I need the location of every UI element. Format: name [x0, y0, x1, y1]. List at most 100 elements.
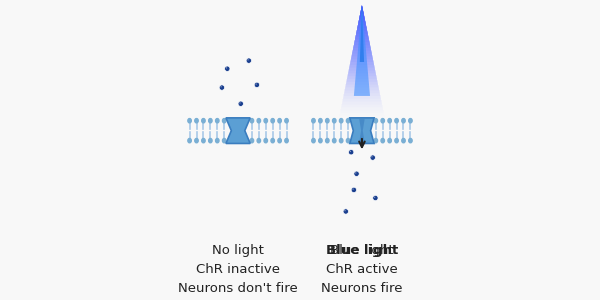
Polygon shape [349, 5, 375, 70]
Ellipse shape [352, 188, 354, 190]
Polygon shape [354, 5, 370, 45]
Ellipse shape [229, 118, 233, 123]
Ellipse shape [285, 118, 288, 123]
Ellipse shape [381, 118, 385, 123]
Polygon shape [355, 5, 369, 39]
Polygon shape [343, 5, 381, 99]
Ellipse shape [312, 118, 315, 123]
Ellipse shape [395, 118, 398, 123]
Ellipse shape [354, 171, 359, 176]
Ellipse shape [332, 139, 336, 143]
Ellipse shape [285, 139, 288, 143]
Ellipse shape [371, 156, 373, 158]
Ellipse shape [209, 139, 212, 143]
Ellipse shape [219, 85, 224, 90]
Ellipse shape [215, 139, 219, 143]
Ellipse shape [340, 139, 343, 143]
Ellipse shape [402, 139, 405, 143]
Polygon shape [353, 5, 371, 48]
Ellipse shape [264, 118, 268, 123]
Ellipse shape [388, 118, 391, 123]
Polygon shape [358, 5, 367, 28]
Polygon shape [341, 5, 383, 107]
Ellipse shape [220, 86, 222, 87]
Ellipse shape [195, 139, 198, 143]
Ellipse shape [278, 118, 281, 123]
Ellipse shape [250, 139, 254, 143]
Ellipse shape [243, 139, 247, 143]
Text: No light
ChR inactive
Neurons don't fire: No light ChR inactive Neurons don't fire [178, 244, 298, 295]
Polygon shape [343, 5, 382, 102]
Polygon shape [356, 5, 368, 37]
Ellipse shape [388, 139, 391, 143]
Ellipse shape [374, 118, 377, 123]
Polygon shape [347, 5, 377, 79]
Polygon shape [352, 5, 372, 56]
Polygon shape [360, 5, 364, 62]
Polygon shape [357, 5, 367, 31]
Polygon shape [350, 5, 373, 62]
Ellipse shape [409, 139, 412, 143]
Ellipse shape [367, 139, 371, 143]
Polygon shape [359, 5, 365, 20]
Ellipse shape [223, 118, 226, 123]
Polygon shape [359, 5, 364, 17]
Ellipse shape [226, 67, 227, 69]
Polygon shape [361, 5, 363, 11]
Polygon shape [359, 119, 365, 142]
Ellipse shape [271, 118, 274, 123]
Ellipse shape [326, 139, 329, 143]
Ellipse shape [355, 172, 356, 174]
Polygon shape [352, 5, 371, 53]
Polygon shape [361, 5, 362, 8]
Polygon shape [345, 5, 379, 90]
Ellipse shape [395, 139, 398, 143]
Ellipse shape [247, 59, 248, 61]
Ellipse shape [239, 102, 241, 104]
Polygon shape [355, 5, 370, 42]
Ellipse shape [353, 118, 357, 123]
Polygon shape [354, 5, 370, 96]
Ellipse shape [402, 118, 405, 123]
Ellipse shape [238, 101, 244, 106]
Ellipse shape [264, 139, 268, 143]
Ellipse shape [326, 118, 329, 123]
Ellipse shape [373, 195, 378, 201]
Ellipse shape [353, 139, 357, 143]
Ellipse shape [236, 139, 240, 143]
Ellipse shape [246, 58, 251, 63]
Ellipse shape [349, 149, 354, 155]
Ellipse shape [370, 155, 376, 160]
Ellipse shape [188, 118, 191, 123]
Polygon shape [226, 118, 250, 143]
Ellipse shape [271, 139, 274, 143]
Polygon shape [349, 5, 374, 68]
Polygon shape [348, 5, 376, 73]
Ellipse shape [223, 139, 226, 143]
Ellipse shape [236, 118, 240, 123]
Ellipse shape [319, 118, 322, 123]
Polygon shape [351, 5, 373, 59]
Polygon shape [350, 118, 374, 143]
Ellipse shape [202, 139, 205, 143]
Polygon shape [356, 5, 368, 34]
Ellipse shape [257, 118, 260, 123]
Ellipse shape [256, 83, 257, 85]
Ellipse shape [374, 196, 375, 198]
Text: Blue light: Blue light [326, 244, 398, 257]
Ellipse shape [209, 118, 212, 123]
Ellipse shape [257, 139, 260, 143]
Ellipse shape [344, 210, 346, 211]
Ellipse shape [229, 139, 233, 143]
Ellipse shape [278, 139, 281, 143]
Polygon shape [340, 5, 383, 113]
Ellipse shape [340, 118, 343, 123]
Ellipse shape [195, 118, 198, 123]
Polygon shape [359, 5, 365, 22]
Polygon shape [353, 5, 371, 51]
Ellipse shape [374, 139, 377, 143]
Polygon shape [360, 5, 364, 14]
Ellipse shape [188, 139, 191, 143]
Polygon shape [358, 5, 366, 25]
Polygon shape [344, 5, 380, 93]
